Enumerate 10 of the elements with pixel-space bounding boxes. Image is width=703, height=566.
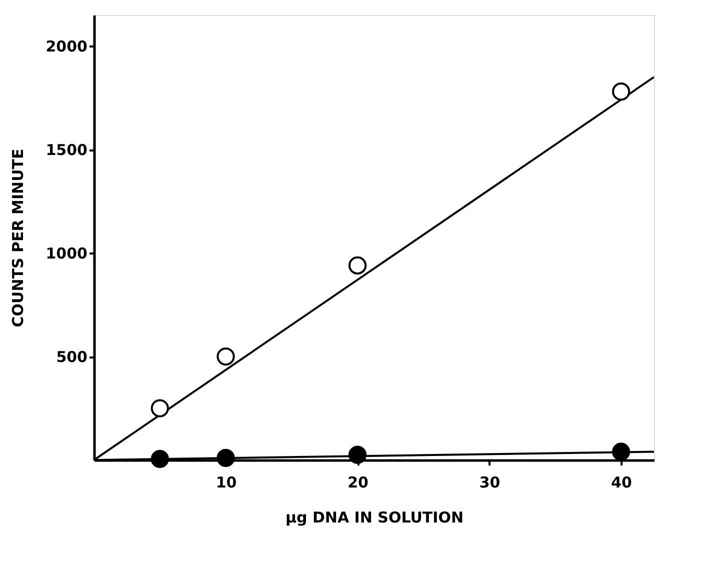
y-tick-label: 2000: [46, 38, 88, 56]
y-axis-title: COUNTS PER MINUTE: [8, 148, 27, 328]
y-tick-label: 1000: [46, 244, 88, 263]
x-tick-label: 20: [348, 474, 368, 492]
x-tick-label: 10: [216, 474, 237, 492]
x-axis-title: µg DNA IN SOLUTION: [285, 508, 464, 526]
y-tick-label: 500: [56, 348, 88, 366]
x-tick-label: 30: [479, 474, 500, 492]
x-tick-label: 40: [611, 474, 632, 492]
y-tick-label: 1500: [46, 141, 88, 160]
